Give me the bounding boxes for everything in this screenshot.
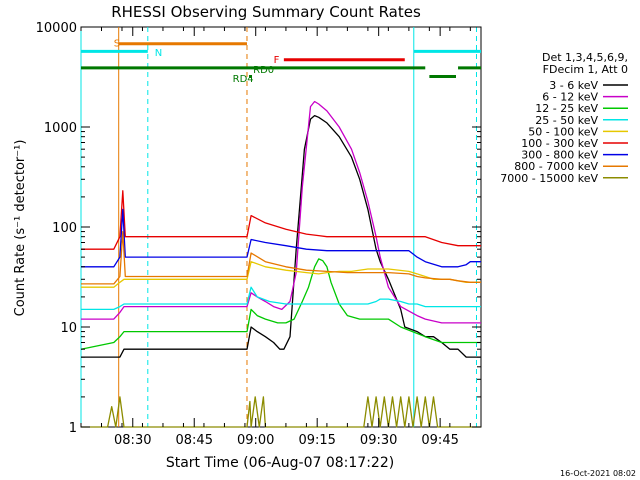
legend-entry-4: 50 - 100 keV [528, 125, 598, 138]
legend-entry-3: 25 - 50 keV [535, 114, 598, 127]
legend-entry-7: 800 - 7000 keV [514, 160, 598, 173]
y-tick-label-2: 100 [52, 221, 77, 236]
flag-bars [81, 42, 481, 78]
legend-entry-8: 7000 - 15000 keV [500, 172, 598, 185]
axis-ticks: 08:30 08:45 09:00 09:15 09:30 09:45 1 10 100 1000… [36, 21, 481, 448]
x-tick-label-4: 09:30 [360, 433, 397, 448]
flag-label-2: F [274, 55, 280, 66]
legend-header-1: FDecim 1, Att 0 [543, 63, 628, 76]
series-line-2 [80, 258, 481, 350]
footer-timestamp: 16-Oct-2021 08:02 [560, 469, 636, 478]
x-tick-label-5: 09:45 [421, 433, 458, 448]
chart-title: RHESSI Observing Summary Count Rates [111, 3, 421, 21]
y-tick-label-3: 1000 [44, 121, 77, 136]
series-line-6 [81, 208, 481, 268]
x-tick-label-0: 08:30 [114, 433, 151, 448]
flag-label-3: RD0 [253, 65, 274, 76]
x-tick-label-3: 09:15 [298, 433, 335, 448]
flag-label-0: S [114, 38, 120, 49]
x-axis-label: Start Time (06-Aug-07 08:17:22) [166, 455, 394, 471]
legend-entry-2: 12 - 25 keV [535, 102, 598, 115]
legend-entry-1: 6 - 12 keV [542, 91, 598, 104]
legend-entry-0: 3 - 6 keV [549, 79, 598, 92]
flag-label-1: N [155, 48, 162, 59]
series-line-0 [81, 114, 481, 358]
legend: Det 1,3,4,5,6,9,FDecim 1, Att 0 3 - 6 keV… [500, 51, 628, 185]
y-tick-label-1: 10 [60, 321, 77, 336]
y-tick-label-4: 10000 [36, 21, 77, 36]
y-axis-label: Count Rate (s⁻¹ detector⁻¹) [13, 140, 28, 317]
series-line-7 [81, 230, 481, 285]
legend-header-0: Det 1,3,4,5,6,9, [542, 51, 628, 64]
series-line-8 [81, 396, 481, 428]
legend-entry-6: 300 - 800 keV [521, 149, 598, 162]
legend-entry-5: 100 - 300 keV [521, 137, 598, 150]
flag-label-4: RD4 [233, 74, 254, 85]
series-line-1 [81, 100, 481, 324]
x-tick-label-2: 09:00 [237, 433, 274, 448]
y-tick-label-0: 1 [69, 421, 77, 436]
series-line-5 [81, 190, 481, 250]
series-line-3 [81, 286, 481, 311]
x-tick-label-1: 08:45 [176, 433, 213, 448]
series-lines [80, 100, 481, 428]
